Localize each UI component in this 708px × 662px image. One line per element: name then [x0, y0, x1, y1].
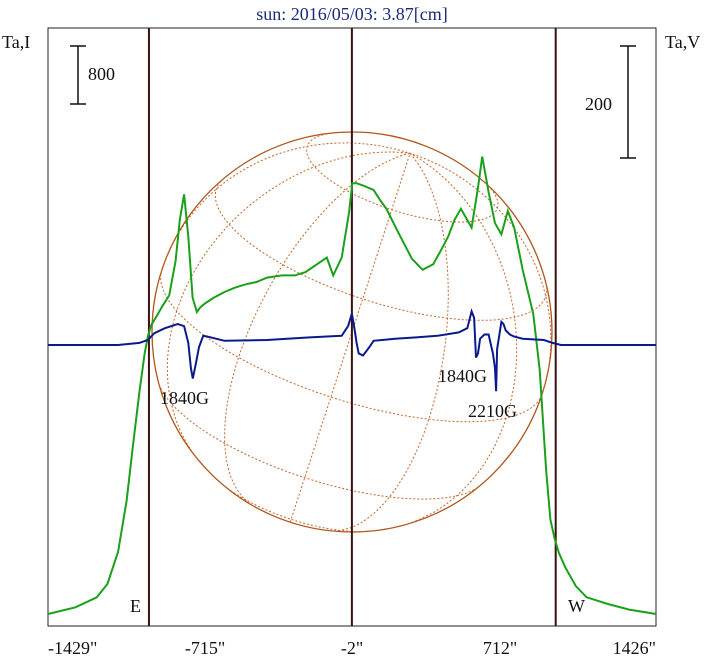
grid-line [161, 142, 411, 271]
x-tick-label: -2" [341, 638, 363, 658]
grid-line [409, 152, 552, 394]
grid-line [223, 485, 366, 533]
series-line-ta-v [48, 308, 656, 392]
left-scale-value: 800 [88, 64, 115, 84]
grid-line [289, 153, 411, 523]
right-axis-label: Ta,V [665, 32, 700, 52]
west-limb-label: W [568, 596, 585, 616]
left-axis-label: Ta,I [2, 32, 30, 52]
heliographic-grid-lines [158, 132, 552, 533]
series-line-ta-i [47, 156, 657, 615]
east-limb-label: E [130, 596, 141, 616]
grid-line [224, 152, 411, 507]
grid-line [330, 152, 449, 532]
annotation-1840g-east: 1840G [160, 388, 209, 408]
grid-line [306, 132, 499, 223]
x-tick-label: -1429" [48, 638, 97, 658]
grid-line [158, 384, 478, 500]
left-scale-bar [70, 45, 86, 105]
grid-line [160, 270, 543, 423]
right-scale-value: 200 [585, 94, 612, 114]
grid-line [403, 152, 518, 526]
chart-title: sun: 2016/05/03: 3.87[cm] [256, 4, 448, 24]
right-scale-bar [620, 45, 636, 159]
annotation-1840g-west: 1840G [438, 366, 487, 386]
x-tick-label: 1426" [613, 638, 656, 658]
grid-line [166, 151, 411, 458]
x-tick-label: 712" [483, 638, 517, 658]
x-tick-label: -715" [185, 638, 225, 658]
annotation-2210g: 2210G [468, 401, 517, 421]
